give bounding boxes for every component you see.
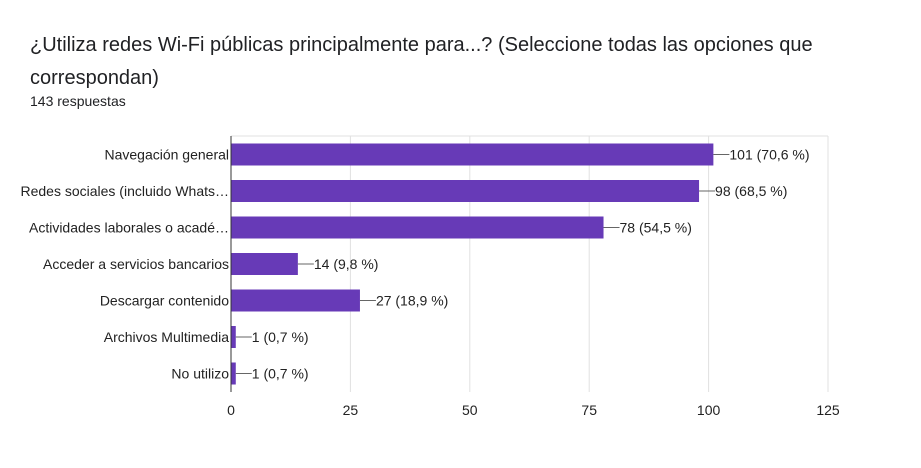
bars <box>231 143 714 385</box>
value-label: 14 (9,8 %) <box>314 256 379 272</box>
x-tick-label: 25 <box>343 402 359 418</box>
bar <box>231 253 298 275</box>
x-tick-label: 50 <box>462 402 478 418</box>
bar <box>231 362 236 385</box>
bar <box>231 289 360 312</box>
value-label: 98 (68,5 %) <box>715 183 787 199</box>
value-label: 1 (0,7 %) <box>252 366 309 382</box>
category-label: Actividades laborales o acadé… <box>29 220 229 236</box>
category-label: Acceder a servicios bancarios <box>43 256 229 272</box>
value-label: 78 (54,5 %) <box>620 220 692 236</box>
x-tick-label: 125 <box>816 402 840 418</box>
category-label: Descargar contenido <box>100 293 229 309</box>
bar <box>231 180 700 202</box>
bar <box>231 216 604 239</box>
labels: 0 25 50 75 100 125 Navegación general 101 (70,6… <box>20 147 839 419</box>
category-label: No utilizo <box>171 366 229 382</box>
grid-lines <box>231 135 829 392</box>
x-tick-label: 75 <box>581 402 597 418</box>
x-tick-label: 0 <box>227 402 235 418</box>
category-label: Archivos Multimedia <box>104 329 229 345</box>
value-label: 27 (18,9 %) <box>376 293 448 309</box>
response-count: 143 respuestas <box>30 93 126 109</box>
chart-title: ¿Utiliza redes Wi-Fi públicas principalm… <box>30 34 813 89</box>
bar <box>231 326 236 348</box>
value-label: 101 (70,6 %) <box>729 147 809 163</box>
x-tick-label: 100 <box>697 402 721 418</box>
bar <box>231 143 714 166</box>
category-label: Redes sociales (incluido Whats… <box>20 183 229 199</box>
category-label: Navegación general <box>104 147 229 163</box>
value-label: 1 (0,7 %) <box>252 329 309 345</box>
